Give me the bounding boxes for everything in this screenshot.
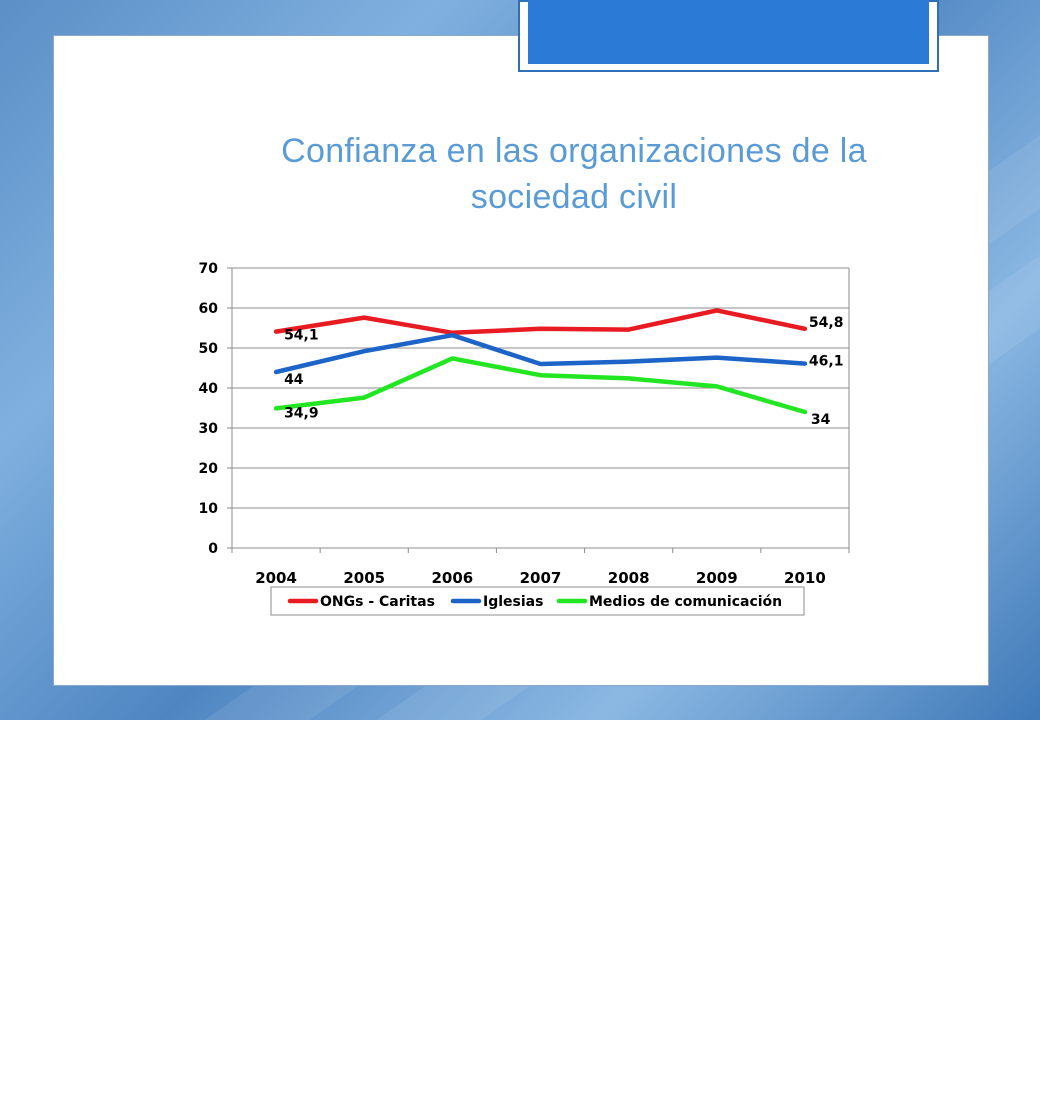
y-tick-label: 0 — [208, 541, 218, 557]
y-tick-label: 40 — [199, 381, 219, 397]
line-chart: 0 10 20 30 40 50 60 70 2004 2005 2006 2007 2008 2009… — [199, 261, 850, 616]
data-label: 54,8 — [809, 315, 844, 331]
legend-label: Iglesias — [483, 594, 543, 610]
data-label: 34 — [811, 412, 831, 428]
title-line-1: Confianza en las organizaciones de la — [281, 132, 867, 170]
x-tick-label: 2010 — [784, 569, 826, 587]
x-tick-label: 2007 — [520, 569, 562, 587]
accent-box — [518, 0, 939, 72]
x-tick-labels: 2004 2005 2006 2007 2008 2009 2010 — [255, 569, 826, 587]
gridlines — [232, 267, 849, 509]
series-line — [273, 308, 808, 336]
series-line — [273, 356, 808, 415]
slide-title: Confianza en las organizaciones de la so… — [204, 128, 944, 220]
slide-canvas: Confianza en las organizaciones de la so… — [53, 35, 989, 686]
x-tick-label: 2005 — [343, 569, 385, 587]
y-tick-labels: 0 10 20 30 40 50 60 70 — [199, 261, 219, 557]
y-tick-label: 50 — [199, 341, 219, 357]
legend: ONGs - Caritas Iglesias Medios de comunica… — [270, 586, 805, 616]
y-tick-label: 60 — [199, 301, 219, 317]
accent-fill — [528, 0, 929, 64]
axes — [227, 267, 850, 553]
y-tick-label: 20 — [199, 461, 219, 477]
legend-label: Medios de comunicación — [589, 594, 782, 610]
y-tick-label: 30 — [199, 421, 219, 437]
data-label: 34,9 — [284, 405, 319, 421]
x-tick-label: 2006 — [431, 569, 473, 587]
title-line-2: sociedad civil — [470, 178, 678, 216]
data-label: 46,1 — [809, 354, 844, 370]
x-tick-label: 2004 — [255, 569, 297, 587]
x-tick-label: 2008 — [608, 569, 650, 587]
legend-label: ONGs - Caritas — [320, 594, 435, 610]
data-label: 44 — [284, 372, 304, 388]
data-labels: 54,1 54,8 44 46,1 34,9 34 — [284, 315, 843, 428]
legend-box — [270, 586, 805, 616]
data-label: 54,1 — [284, 328, 319, 344]
series-line — [273, 332, 808, 375]
series-lines — [273, 308, 808, 415]
y-tick-label: 70 — [199, 261, 219, 277]
x-tick-label: 2009 — [696, 569, 738, 587]
y-tick-label: 10 — [199, 501, 219, 517]
